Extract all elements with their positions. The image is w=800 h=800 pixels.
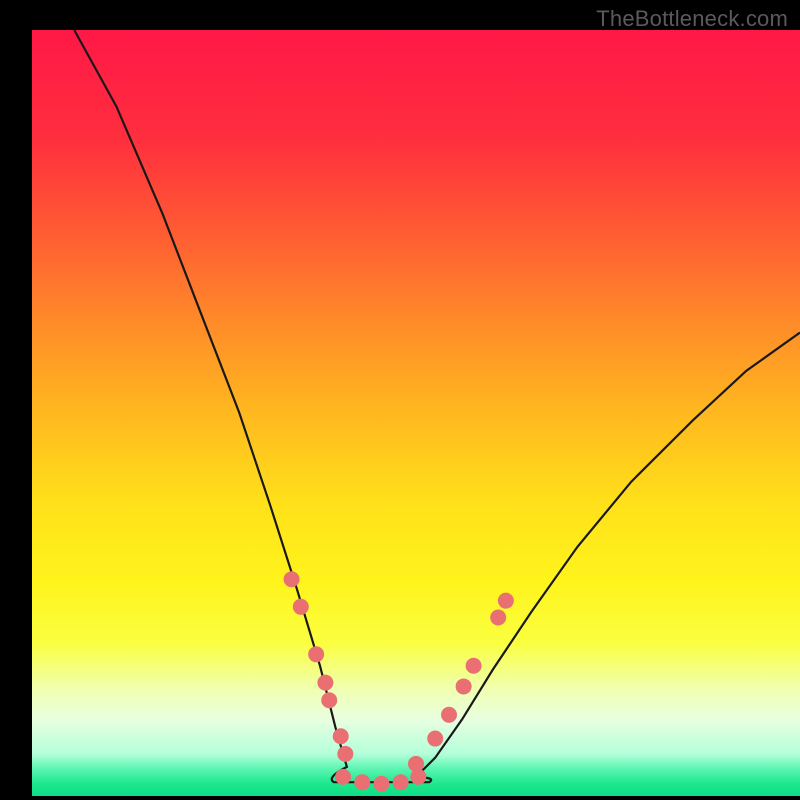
bottleneck-curve bbox=[74, 30, 800, 782]
data-marker bbox=[466, 658, 482, 674]
data-marker bbox=[498, 593, 514, 609]
watermark-text: TheBottleneck.com bbox=[596, 6, 788, 32]
outer-frame: TheBottleneck.com bbox=[0, 0, 800, 800]
data-marker bbox=[335, 769, 351, 785]
data-marker bbox=[293, 599, 309, 615]
data-marker bbox=[337, 746, 353, 762]
data-marker bbox=[308, 646, 324, 662]
chart-svg bbox=[32, 30, 800, 796]
data-marker bbox=[410, 769, 426, 785]
data-marker bbox=[490, 610, 506, 626]
data-marker bbox=[333, 728, 349, 744]
data-marker bbox=[427, 731, 443, 747]
data-marker bbox=[354, 774, 370, 790]
data-marker bbox=[393, 774, 409, 790]
data-marker bbox=[456, 678, 472, 694]
data-marker bbox=[441, 707, 457, 723]
data-marker bbox=[317, 675, 333, 691]
data-marker bbox=[373, 776, 389, 792]
data-marker bbox=[284, 571, 300, 587]
data-marker bbox=[321, 692, 337, 708]
marker-group bbox=[284, 571, 514, 792]
plot-area bbox=[32, 30, 800, 796]
